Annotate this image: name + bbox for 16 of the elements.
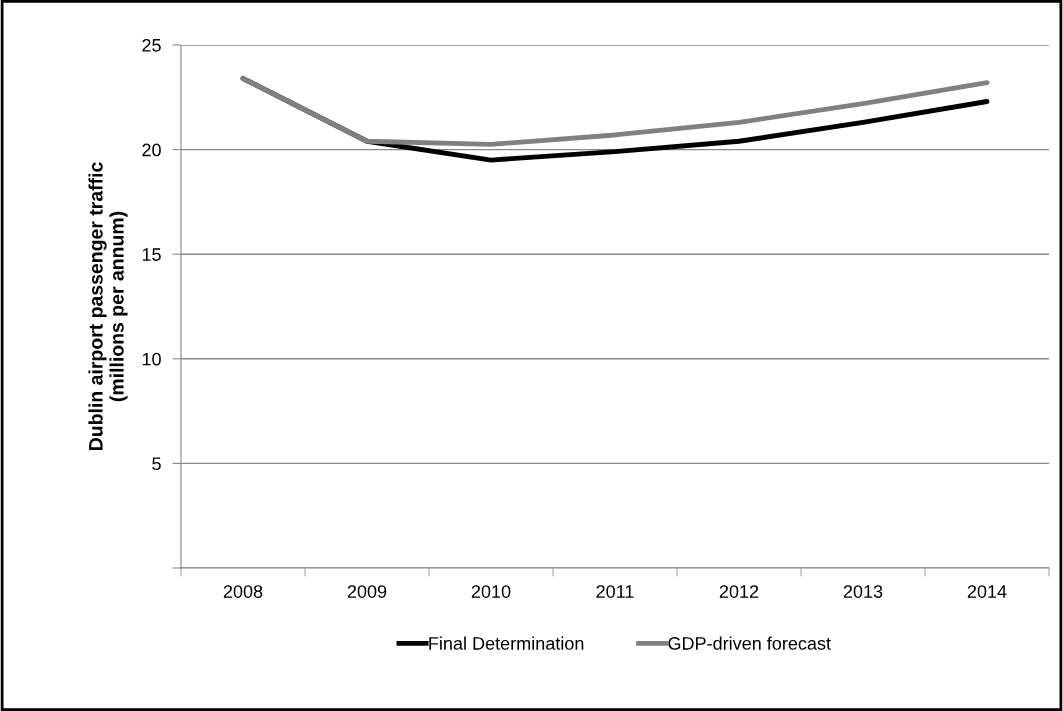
line-series [240,76,990,147]
x-tick-label: 2010 [471,585,511,598]
x-tick-label: 2014 [967,585,1007,598]
legend-label: Final Determination [429,636,584,650]
y-axis-title: Dublin airport passenger traffic (millions per annum) [88,162,128,450]
y-tick-label: 25 [142,38,161,52]
x-tick-label: 2011 [596,585,634,598]
x-tick-label: 2008 [223,585,263,598]
y-tick-label: 5 [152,457,161,471]
x-tick-label: 2012 [719,585,759,598]
y-tick-label: 15 [142,248,161,261]
x-tick-label: 2009 [347,585,387,598]
y-tick-label: 10 [142,352,161,366]
y-tick-label: 20 [142,143,161,157]
legend-label: GDP-driven forecast [668,636,831,650]
x-tick-label: 2013 [843,585,883,598]
